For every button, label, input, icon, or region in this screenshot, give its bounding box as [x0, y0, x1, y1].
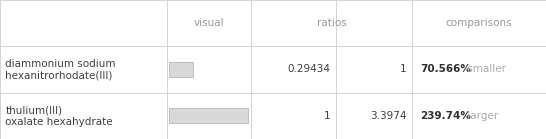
Text: ratios: ratios	[317, 18, 347, 28]
Bar	[169, 108, 248, 123]
Text: 239.74%: 239.74%	[420, 111, 471, 121]
Text: 70.566%: 70.566%	[420, 64, 471, 75]
Text: visual: visual	[193, 18, 224, 28]
Text: 1: 1	[324, 111, 330, 121]
Text: comparisons: comparisons	[446, 18, 513, 28]
Text: larger: larger	[464, 111, 498, 121]
Text: 1: 1	[400, 64, 407, 75]
Text: thulium(III)
oxalate hexahydrate: thulium(III) oxalate hexahydrate	[5, 105, 113, 127]
Text: smaller: smaller	[464, 64, 506, 75]
Text: 0.29434: 0.29434	[287, 64, 330, 75]
Text: 3.3974: 3.3974	[370, 111, 407, 121]
Text: diammonium sodium
hexanitrorhodate(III): diammonium sodium hexanitrorhodate(III)	[5, 59, 116, 80]
Bar	[169, 62, 193, 77]
